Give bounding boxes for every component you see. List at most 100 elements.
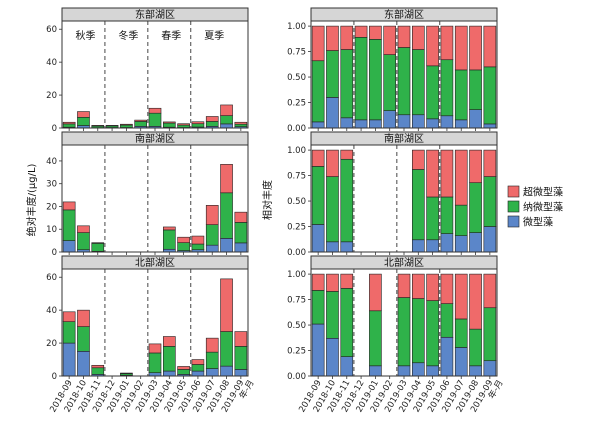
bar-segment-超微型藻-2019-02 <box>383 25 397 55</box>
panel-east-absolute: 东部湖区 0 20 40 60 秋季 冬季 春季 夏季 <box>46 7 249 134</box>
bar-segment-纳微型藻-2019-06 <box>440 303 454 338</box>
bar-segment-超微型藻-2018-12 <box>354 25 368 38</box>
bar-segment-超微型藻-2018-10 <box>77 111 90 118</box>
bar-segment-纳微型藻-2018-10 <box>77 232 90 251</box>
y-tick-label: 60 <box>46 25 57 35</box>
bar-segment-微型藻-2018-09 <box>311 224 325 253</box>
bar-segment-超微型藻-2019-04 <box>162 226 176 231</box>
bar-segment-微型藻-2018-11 <box>340 356 354 377</box>
bar-segment-纳微型藻-2019-08 <box>469 182 482 233</box>
bar-segment-超微型藻-2018-09 <box>62 311 76 322</box>
bar-segment-纳微型藻-2018-11 <box>340 288 354 357</box>
bar-segment-超微型藻-2019-08 <box>469 273 482 330</box>
bar-segment-纳微型藻-2019-08 <box>469 69 482 110</box>
bar-segment-超微型藻-2019-03 <box>397 25 411 48</box>
bar-segment-微型藻-2019-08 <box>469 232 482 253</box>
bar-segment-超微型藻-2019-04 <box>411 149 425 170</box>
bar-segment-超微型藻-2019-07 <box>454 273 468 320</box>
season-label: 春季 <box>161 30 181 42</box>
y-tick-label: 0 <box>52 124 57 134</box>
bar-segment-超微型藻-2019-05 <box>177 366 190 370</box>
y-tick-label: 0.75 <box>287 296 306 306</box>
bar-segment-微型藻-2018-12 <box>354 119 368 129</box>
bar-segment-超微型藻-2019-09 <box>483 25 497 68</box>
bar-segment-纳微型藻-2019-01 <box>120 124 133 128</box>
bar-segment-纳微型藻-2019-08 <box>220 115 233 125</box>
bars <box>311 149 497 253</box>
bar-segment-超微型藻-2018-10 <box>326 149 339 177</box>
bar-segment-微型藻-2019-03 <box>397 365 411 377</box>
bar-segment-超微型藻-2019-09 <box>234 211 248 223</box>
bar-segment-纳微型藻-2018-09 <box>311 290 325 325</box>
bar-segment-超微型藻-2018-11 <box>340 273 354 289</box>
bar-segment-超微型藻-2019-08 <box>469 25 482 71</box>
y-tick-label: 20 <box>46 339 57 349</box>
bar-segment-超微型藻-2018-11 <box>340 25 354 50</box>
panels-layer: 东部湖区 0 20 40 60 秋季 冬季 春季 夏季 东部湖区 0.00 0.25 0.50 0.75 1… <box>46 7 498 382</box>
bar-segment-超微型藻-2019-05 <box>426 25 439 67</box>
bar-segment-纳微型藻-2019-03 <box>148 112 162 127</box>
bar-segment-微型藻-2018-10 <box>326 97 339 129</box>
bar-segment-超微型藻-2018-11 <box>91 364 105 369</box>
bar-segment-纳微型藻-2019-09 <box>234 346 248 370</box>
bar-segment-纳微型藻-2019-04 <box>162 122 176 128</box>
legend-label: 纳微型藻 <box>523 201 563 214</box>
bars <box>311 273 497 377</box>
strip-label: 南部湖区 <box>384 132 424 145</box>
bar-segment-微型藻-2018-09 <box>311 121 325 129</box>
y-tick-label: 0.75 <box>287 172 306 182</box>
legend-label: 微型藻 <box>523 216 553 229</box>
y-tick-label: 40 <box>46 157 57 167</box>
bar-segment-微型藻-2018-11 <box>340 241 354 253</box>
bar-segment-微型藻-2019-08 <box>220 238 233 253</box>
bars <box>311 25 497 129</box>
y-tick-label: 0.00 <box>287 124 306 134</box>
y-tick-label: 1.00 <box>287 270 306 280</box>
bar-segment-纳微型藻-2019-06 <box>440 59 454 117</box>
strip-label: 北部湖区 <box>135 256 175 269</box>
bar-segment-纳微型藻-2019-06 <box>440 196 454 234</box>
bar-segment-纳微型藻-2019-05 <box>426 65 439 120</box>
bar-segment-超微型藻-2019-06 <box>440 149 454 198</box>
bar-segment-微型藻-2018-10 <box>77 351 90 377</box>
bar-segment-纳微型藻-2019-06 <box>191 364 205 372</box>
bar-segment-超微型藻-2019-03 <box>148 107 162 114</box>
bar-segment-微型藻-2019-03 <box>397 114 411 129</box>
bar-segment-超微型藻-2019-03 <box>397 273 411 298</box>
bar-segment-纳微型藻-2018-11 <box>91 367 105 375</box>
bar-segment-超微型藻-2019-06 <box>191 121 205 125</box>
bar-segment-微型藻-2018-10 <box>326 337 339 377</box>
bar-segment-微型藻-2019-06 <box>440 336 454 377</box>
bar-segment-纳微型藻-2019-04 <box>411 169 425 241</box>
bar-segment-超微型藻-2019-01 <box>369 273 382 312</box>
bar-segment-纳微型藻-2019-06 <box>191 243 205 251</box>
bar-segment-超微型藻-2019-05 <box>426 273 439 301</box>
bar-segment-微型藻-2019-09 <box>234 242 248 253</box>
bar-segment-超微型藻-2019-06 <box>191 359 205 365</box>
bar-segment-纳微型藻-2018-10 <box>326 176 339 243</box>
bar-segment-纳微型藻-2019-07 <box>454 204 468 236</box>
y-tick-label: 0.50 <box>287 321 306 331</box>
bar-segment-纳微型藻-2019-01 <box>369 39 382 121</box>
y-axis-label-absolute: 绝对丰度/(μg/L) <box>25 163 38 236</box>
bar-segment-微型藻-2019-09 <box>483 226 497 253</box>
y-tick-label: 0.50 <box>287 197 306 207</box>
bar-segment-微型藻-2019-05 <box>426 118 439 129</box>
bar-segment-微型藻-2019-07 <box>205 244 219 253</box>
y-tick-label: 30 <box>46 180 57 190</box>
bar-segment-微型藻-2019-07 <box>454 347 468 377</box>
bar-segment-超微型藻-2019-08 <box>220 104 233 116</box>
bar-segment-超微型藻-2019-07 <box>454 149 468 206</box>
y-tick-label: 10 <box>46 225 57 235</box>
bar-segment-纳微型藻-2018-11 <box>340 49 354 119</box>
bar-segment-超微型藻-2018-09 <box>62 121 76 125</box>
bar-segment-超微型藻-2019-09 <box>234 331 248 347</box>
bars <box>62 278 248 377</box>
bar-segment-超微型藻-2019-05 <box>426 149 439 198</box>
bar-segment-纳微型藻-2018-09 <box>311 166 325 225</box>
bar-segment-微型藻-2019-08 <box>469 109 482 129</box>
y-tick-label: 20 <box>46 202 57 212</box>
y-tick-label: 40 <box>46 58 57 68</box>
bar-segment-微型藻-2019-01 <box>369 119 382 129</box>
